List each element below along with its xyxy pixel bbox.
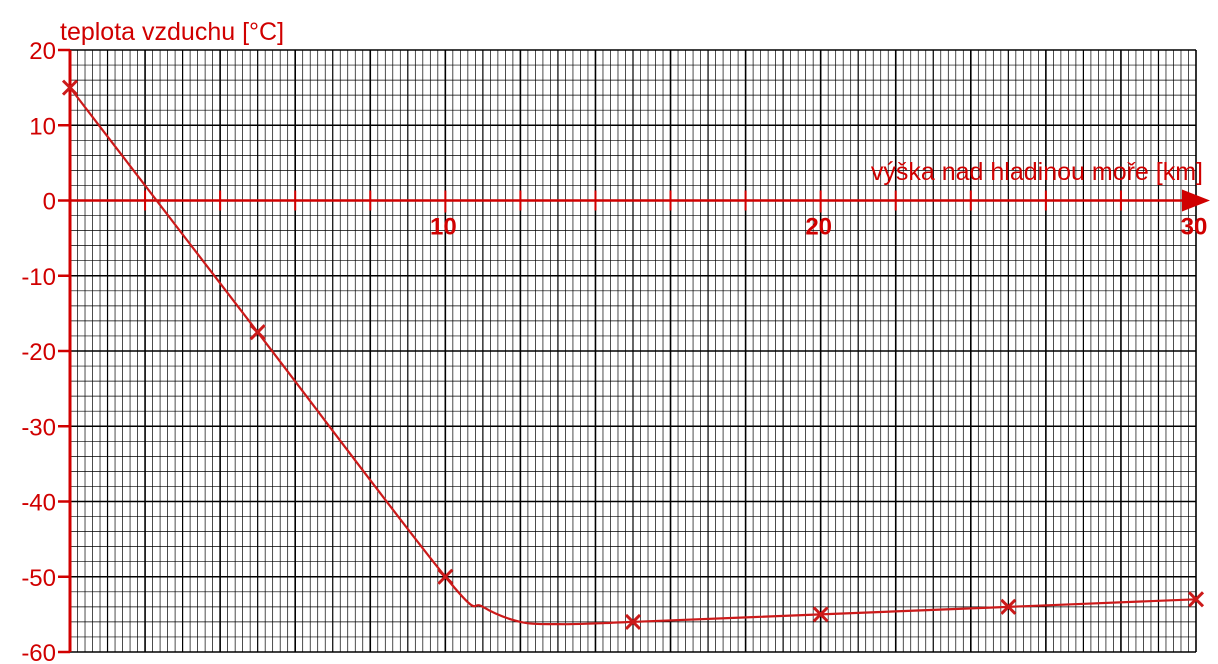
y-axis-title: teplota vzduchu [°C] [60,18,284,46]
y-tick-label: -40 [21,490,56,517]
x-tick-label: 20 [805,214,832,241]
y-tick-label: 10 [29,113,56,140]
data-point-marker [249,324,266,341]
y-tick-label: -20 [21,339,56,366]
y-tick-label: -50 [21,565,56,592]
data-point-marker [624,613,642,630]
data-point-marker [1000,598,1017,615]
tick-labels: 20 10 0 -10 -20 -30 -40 -50 -60 10 20 30 [21,38,1207,664]
series-line-temperature [69,86,1197,626]
y-tick-label: -10 [21,264,56,291]
data-point-marker [812,606,829,623]
data-point-marker [61,79,79,96]
marker-stroke [1000,598,1017,615]
marker-stroke [249,324,266,341]
x-axis-arrowhead [1182,189,1210,212]
marker-stroke [437,568,454,585]
axis-ticks [58,48,1122,654]
x-tick-label: 10 [430,214,457,241]
marker-stroke [61,79,79,96]
data-point-marker [1187,591,1205,608]
marker-stroke [812,606,829,623]
y-tick-label: -30 [21,414,56,441]
marker-stroke [1187,591,1205,608]
marker-stroke [624,613,642,630]
y-tick-label: 0 [43,189,56,216]
x-tick-label: 30 [1181,214,1208,241]
data-point-marker [437,568,454,585]
x-axis-title: výška nad hladinou moře [km] [871,158,1203,186]
y-tick-label: 20 [29,38,56,65]
series-markers [61,79,1205,630]
y-tick-label: -60 [21,640,56,664]
